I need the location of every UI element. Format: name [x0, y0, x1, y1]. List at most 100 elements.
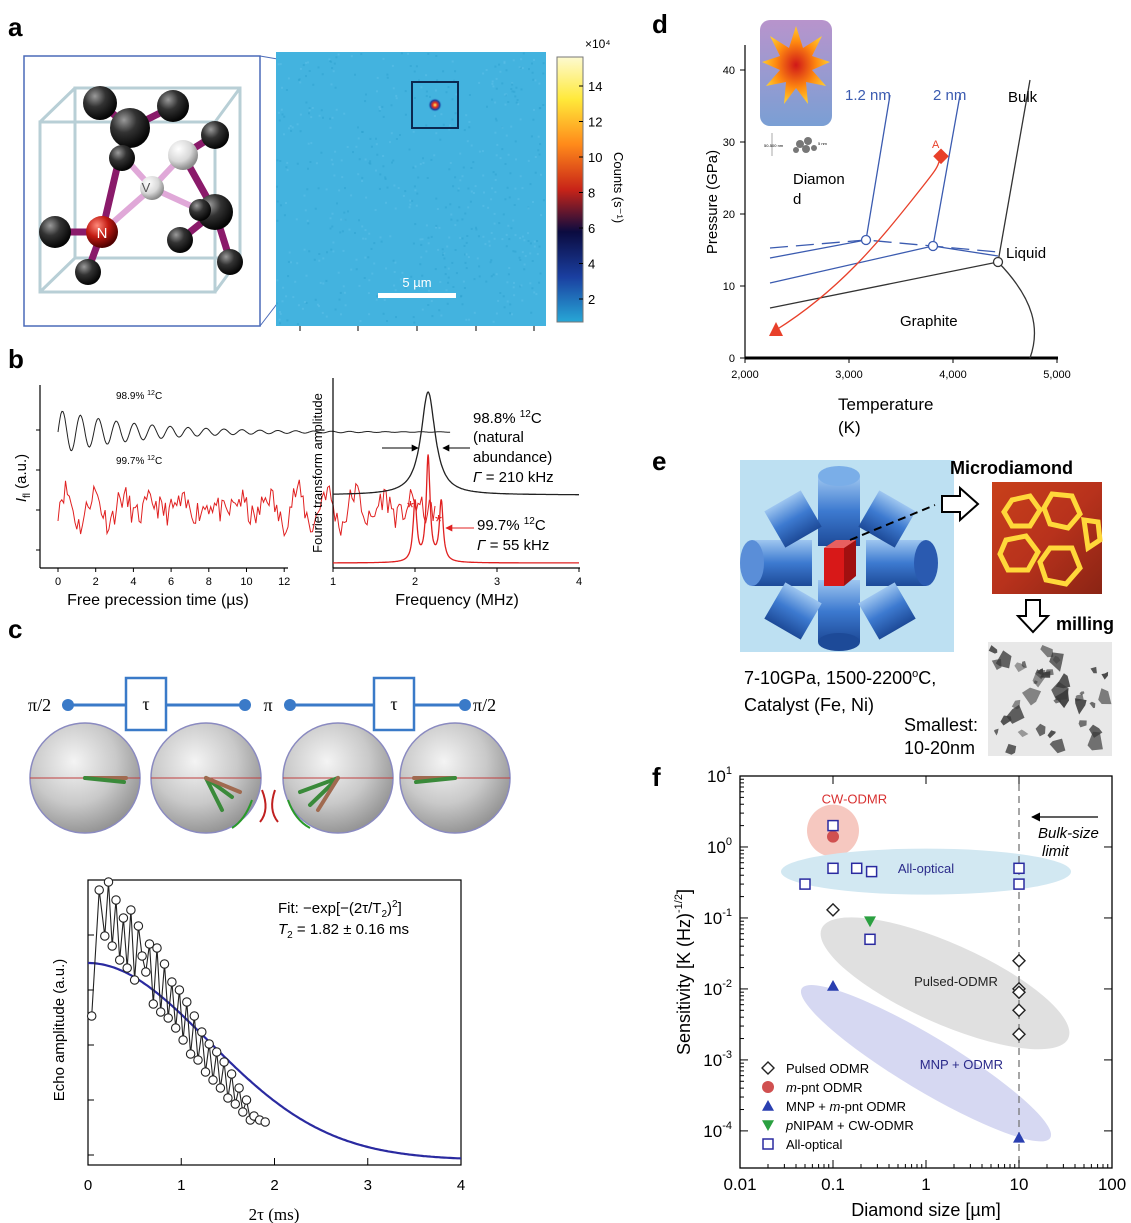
- f-ylabel-sup: -1/2: [673, 894, 685, 913]
- echo-point: [114, 955, 125, 965]
- noise-speck: [538, 281, 541, 284]
- sideband-star-left: *: [407, 498, 414, 518]
- legend-label-part: -pnt ODMR: [840, 1099, 906, 1114]
- noise-speck: [482, 72, 485, 75]
- noise-speck: [334, 150, 337, 153]
- colorbar-tick-label: 6: [588, 221, 595, 236]
- noise-speck: [532, 118, 535, 121]
- noise-speck: [385, 267, 387, 270]
- f-ytick-exp: -3: [722, 1049, 732, 1061]
- nitrogen-label: N: [97, 225, 108, 242]
- f-ytick-exp: 0: [726, 836, 732, 848]
- noise-speck: [435, 197, 438, 200]
- noise-speck: [409, 203, 412, 206]
- b-left-xtick-label: 0: [55, 576, 61, 588]
- noise-speck: [386, 73, 389, 76]
- noise-speck: [440, 113, 443, 116]
- noise-speck: [470, 227, 473, 230]
- nanodiamond-flakes: [988, 645, 1112, 755]
- noise-speck: [329, 126, 332, 129]
- noise-speck: [285, 202, 287, 204]
- f-xtick-label: 100: [1098, 1175, 1126, 1194]
- noise-speck: [358, 284, 361, 287]
- noise-speck: [494, 179, 497, 181]
- b-left-xtick-label: 2: [93, 576, 99, 588]
- noise-speck: [495, 87, 498, 90]
- tem-flake: [1087, 731, 1103, 751]
- noise-speck: [325, 279, 328, 282]
- noise-speck: [461, 237, 464, 240]
- noise-speck: [352, 151, 354, 154]
- noise-speck: [355, 145, 358, 148]
- noise-speck: [376, 90, 378, 93]
- f-ytick-label: 10-1: [703, 907, 732, 928]
- noise-speck: [419, 238, 422, 241]
- noise-speck: [529, 282, 532, 285]
- colorbar-label: Counts (s⁻¹): [611, 152, 626, 223]
- noise-speck: [384, 178, 387, 180]
- noise-speck: [373, 242, 376, 245]
- noise-speck: [499, 70, 502, 73]
- echo-point: [122, 963, 132, 973]
- noise-speck: [343, 211, 346, 214]
- noise-speck: [494, 173, 497, 176]
- point-triangle-up: [827, 980, 839, 991]
- noise-speck: [490, 198, 493, 201]
- colorbar-tick-label: 4: [588, 257, 595, 272]
- noise-speck: [521, 187, 524, 190]
- f-ytick-base: 10: [703, 1122, 722, 1141]
- ylabel-fl: fl: [22, 493, 33, 498]
- echo-point: [215, 1083, 226, 1093]
- noise-speck: [395, 97, 398, 100]
- noise-speck: [516, 99, 519, 101]
- noise-speck: [392, 87, 395, 90]
- svg-text:T2 = 1.82 ± 0.16 ms: T2 = 1.82 ± 0.16 ms: [278, 921, 409, 941]
- noise-speck: [493, 237, 496, 240]
- region-pulsed-odmr: [820, 917, 1070, 1050]
- noise-speck: [421, 238, 424, 241]
- noise-speck: [470, 167, 473, 169]
- noise-speck: [335, 108, 338, 111]
- point-square: [827, 819, 839, 832]
- noise-speck: [438, 309, 441, 312]
- noise-speck: [402, 194, 405, 197]
- noise-speck: [464, 253, 466, 256]
- noise-speck: [529, 183, 532, 186]
- fit-sup: 2: [392, 899, 398, 910]
- noise-speck: [307, 61, 309, 64]
- echo-point: [103, 877, 114, 887]
- noise-speck: [413, 185, 416, 188]
- noise-speck: [418, 79, 420, 82]
- noise-speck: [286, 319, 289, 322]
- noise-speck: [470, 190, 473, 193]
- noise-speck: [334, 86, 337, 89]
- noise-speck: [426, 177, 429, 179]
- noise-speck: [527, 232, 529, 235]
- noise-speck: [322, 282, 325, 285]
- noise-speck: [357, 126, 359, 129]
- noise-speck: [354, 232, 356, 234]
- noise-speck: [420, 243, 423, 246]
- noise-speck: [515, 86, 518, 89]
- noise-speck: [422, 286, 425, 289]
- path-start-triangle: [769, 322, 783, 336]
- noise-speck: [458, 206, 461, 209]
- noise-speck: [451, 98, 454, 101]
- noise-speck: [358, 219, 360, 222]
- noise-speck: [290, 261, 292, 264]
- noise-speck: [538, 153, 541, 156]
- noise-speck: [386, 320, 388, 322]
- noise-speck: [435, 224, 438, 227]
- f-ytick-base: 10: [703, 909, 722, 928]
- noise-speck: [382, 155, 385, 157]
- noise-speck: [495, 154, 498, 157]
- colorbar-ticks: 14 12 10 8 6 4 2: [579, 79, 602, 307]
- point-diamond: [1012, 1027, 1026, 1042]
- noise-speck: [510, 227, 513, 230]
- noise-speck: [319, 281, 322, 284]
- f-ylabel: Sensitivity [K (Hz)-1/2]: [673, 889, 694, 1055]
- noise-speck: [311, 107, 314, 109]
- noise-speck: [450, 213, 453, 216]
